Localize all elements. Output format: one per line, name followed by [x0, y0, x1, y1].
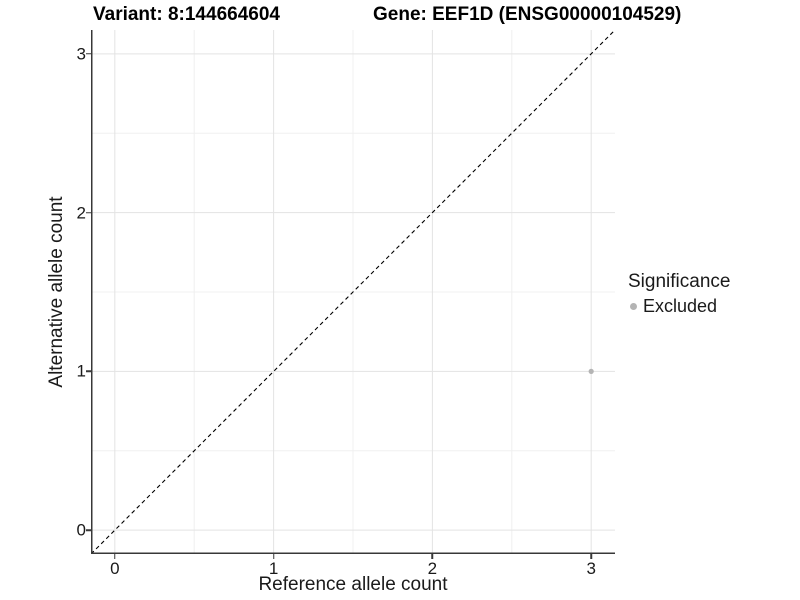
plot-canvas — [90, 29, 616, 555]
y-axis-tick-label: 3 — [76, 44, 86, 64]
y-axis-title: Alternative allele count — [46, 196, 67, 388]
x-axis-tick — [590, 554, 592, 559]
x-axis-tick — [431, 554, 434, 559]
legend-key-dot-icon — [630, 303, 637, 310]
y-axis-tick — [86, 211, 91, 214]
x-axis-tick — [272, 554, 275, 559]
data-point — [588, 368, 594, 374]
x-axis-tick — [114, 554, 116, 559]
y-axis-tick-label: 1 — [76, 361, 86, 381]
variant-title: Variant: 8:144664604 — [93, 4, 280, 25]
identity-reference-line — [90, 29, 616, 555]
y-axis-tick — [86, 370, 91, 373]
legend-item: Excluded — [628, 296, 730, 317]
y-axis-tick — [86, 53, 91, 55]
x-axis-tick-label: 3 — [586, 559, 596, 578]
y-axis-tick-label: 0 — [76, 520, 86, 540]
x-axis-tick-label: 1 — [268, 559, 279, 578]
y-axis-tick-label: 2 — [76, 203, 86, 223]
y-axis-tick — [86, 529, 91, 531]
x-axis-tick-label: 2 — [427, 559, 438, 578]
legend-title: Significance — [628, 271, 731, 292]
x-axis-title: Reference allele count — [258, 574, 448, 595]
legend-items: Excluded — [628, 296, 730, 317]
x-axis-tick-label: 0 — [110, 559, 120, 578]
gene-title: Gene: EEF1D (ENSG00000104529) — [373, 4, 682, 25]
plot-panel — [90, 29, 616, 555]
legend: Significance Excluded — [628, 271, 730, 317]
legend-item-label: Excluded — [643, 296, 718, 316]
